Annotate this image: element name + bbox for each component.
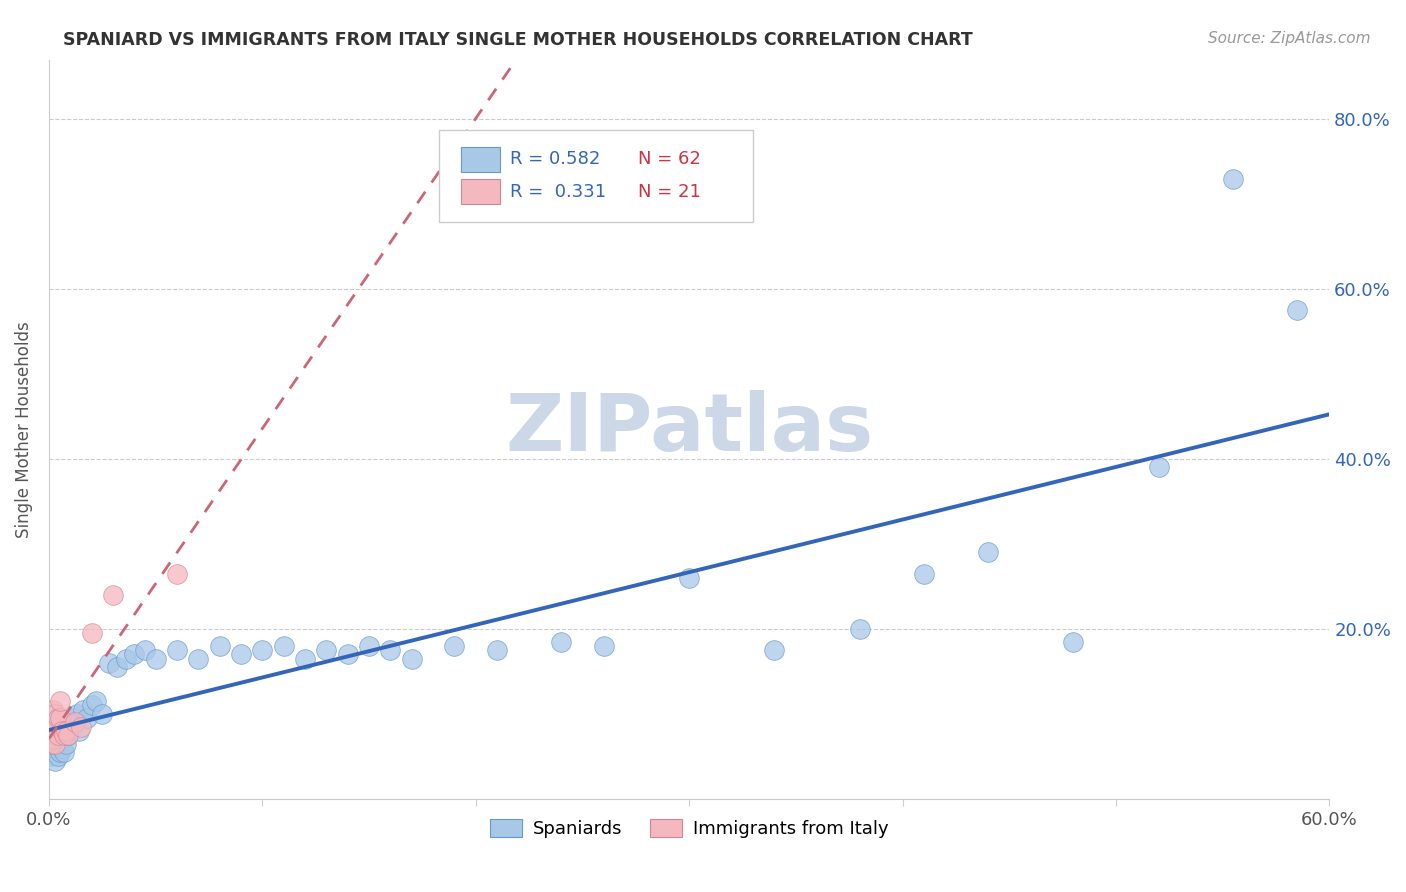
Point [52, 728, 75, 742]
Point [678, 571, 700, 585]
FancyBboxPatch shape [461, 147, 499, 172]
Point [76, 711, 98, 725]
Point [80, 626, 103, 640]
Point [51, 723, 73, 738]
Point [849, 622, 872, 636]
Point [46, 749, 69, 764]
Point [97, 656, 120, 670]
Point [145, 651, 167, 665]
Point [273, 639, 295, 653]
Point [486, 643, 509, 657]
Text: N = 62: N = 62 [638, 151, 700, 169]
FancyBboxPatch shape [461, 179, 499, 204]
Point [55, 737, 77, 751]
Point [166, 566, 188, 581]
Point [46, 711, 69, 725]
Point [44, 740, 66, 755]
Point [46, 725, 69, 739]
Point [44, 728, 66, 742]
Point [401, 651, 423, 665]
Point [63, 715, 86, 730]
Point [336, 648, 359, 662]
Point [134, 643, 156, 657]
Point [105, 660, 128, 674]
Text: Source: ZipAtlas.com: Source: ZipAtlas.com [1208, 31, 1371, 46]
Point [763, 643, 786, 657]
Point [124, 648, 146, 662]
Point [59, 715, 82, 730]
Point [46, 734, 69, 748]
Point [46, 728, 69, 742]
Point [66, 706, 89, 721]
Point [42, 723, 65, 738]
Point [80, 698, 103, 713]
Point [48, 745, 70, 759]
Text: SPANIARD VS IMMIGRANTS FROM ITALY SINGLE MOTHER HOUSEHOLDS CORRELATION CHART: SPANIARD VS IMMIGRANTS FROM ITALY SINGLE… [63, 31, 973, 49]
Point [63, 711, 86, 725]
Point [39, 737, 62, 751]
Point [229, 648, 252, 662]
Point [39, 749, 62, 764]
Point [56, 728, 79, 742]
Point [62, 720, 84, 734]
Point [44, 720, 66, 734]
Point [48, 737, 70, 751]
Point [380, 643, 402, 657]
Point [592, 639, 614, 653]
Point [315, 643, 337, 657]
Point [550, 634, 572, 648]
Point [977, 545, 1000, 559]
Text: ZIPatlas: ZIPatlas [505, 390, 873, 468]
Point [42, 737, 65, 751]
Point [72, 703, 94, 717]
Point [91, 706, 114, 721]
Point [51, 740, 73, 755]
Text: R =  0.331: R = 0.331 [510, 183, 606, 201]
Point [51, 732, 73, 747]
Point [56, 728, 79, 742]
Point [44, 754, 66, 768]
Point [70, 720, 93, 734]
Point [48, 694, 70, 708]
Point [44, 720, 66, 734]
Point [44, 706, 66, 721]
Point [48, 723, 70, 738]
Point [55, 723, 77, 738]
Point [1062, 634, 1084, 648]
Point [42, 715, 65, 730]
Point [42, 745, 65, 759]
Point [39, 723, 62, 738]
Point [1286, 303, 1309, 318]
Point [443, 639, 465, 653]
Point [42, 703, 65, 717]
Point [166, 643, 188, 657]
Point [357, 639, 380, 653]
Point [187, 651, 209, 665]
Point [912, 566, 935, 581]
Point [42, 732, 65, 747]
Point [114, 651, 136, 665]
FancyBboxPatch shape [440, 130, 754, 222]
Point [252, 643, 274, 657]
Point [1147, 460, 1170, 475]
Point [44, 737, 66, 751]
Point [1222, 171, 1244, 186]
Point [67, 723, 90, 738]
Point [39, 732, 62, 747]
Point [52, 745, 75, 759]
Y-axis label: Single Mother Households: Single Mother Households [15, 321, 32, 538]
Text: R = 0.582: R = 0.582 [510, 151, 600, 169]
Point [48, 711, 70, 725]
Point [208, 639, 231, 653]
Text: N = 21: N = 21 [638, 183, 700, 201]
Point [52, 728, 75, 742]
Point [101, 588, 124, 602]
Point [294, 651, 316, 665]
Point [84, 694, 107, 708]
Legend: Spaniards, Immigrants from Italy: Spaniards, Immigrants from Italy [482, 812, 896, 846]
